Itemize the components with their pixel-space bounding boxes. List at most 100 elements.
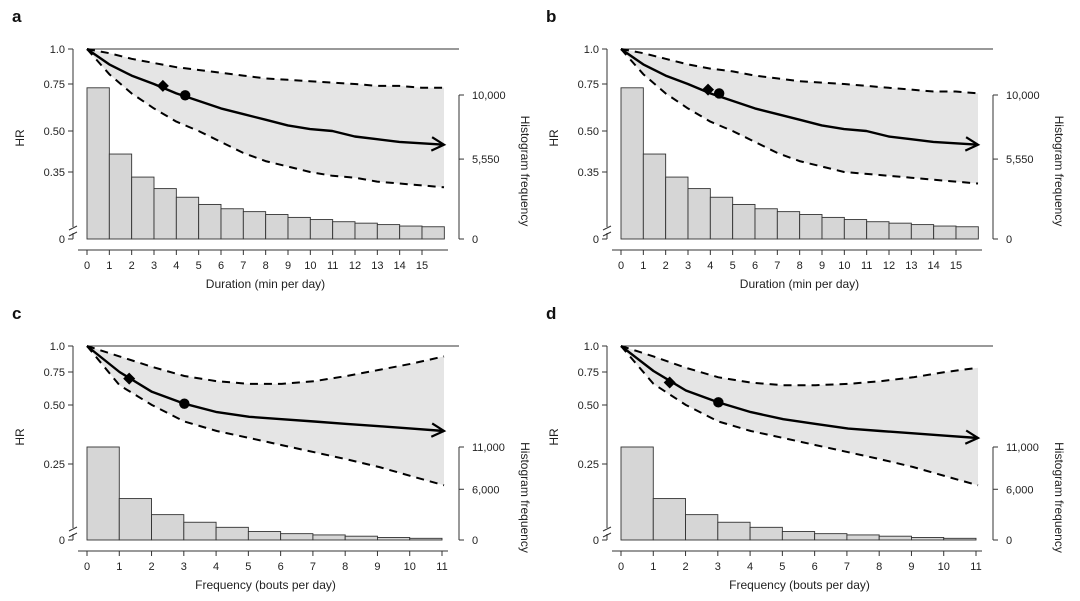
y-tick-label: 0.25 [44,459,65,471]
histogram-bar [846,534,880,541]
histogram-bar [943,537,977,541]
y2-tick-label: 0 [1006,234,1012,246]
x-tick-label: 5 [196,260,202,272]
histogram-bar [955,226,979,240]
confidence-band [87,49,444,188]
histogram-bar [354,222,378,240]
histogram-bar [108,153,133,240]
x-tick-label: 14 [394,260,406,272]
y2-axis-label: Histogram frequency [1052,116,1066,227]
x-tick-label: 4 [213,561,219,573]
arrow-head-icon [964,429,981,445]
y2-tick-label: 0 [472,535,478,547]
x-tick-label: 9 [819,260,825,272]
histogram-bar [198,203,222,240]
chart-panel-d: d 1.0 0.75 0.50 0.25 0 HR 0 1 2 3 4 5 6 7 8 9 10 11 Frequen… [546,304,1066,592]
x-tick-label: 4 [747,561,753,573]
histogram-bar [933,225,957,240]
x-axis-label: Frequency (bouts per day) [729,578,870,592]
x-tick-label: 5 [730,260,736,272]
histogram-bar [131,176,155,240]
histogram-bar [749,526,783,541]
histogram-bar [799,214,823,240]
histogram-bar [86,446,120,541]
histogram-bar [399,225,423,240]
x-tick-label: 1 [640,260,646,272]
y-tick-label: 0.50 [44,400,65,412]
x-tick-label: 1 [106,260,112,272]
x-tick-label: 9 [285,260,291,272]
y-tick-label: 0.50 [578,126,599,138]
y2-tick-label: 0 [472,234,478,246]
panel-letter: c [12,304,21,323]
x-tick-label: 2 [148,561,154,573]
histogram-bar [888,222,912,240]
circle-marker [179,90,191,101]
x-tick-label: 0 [618,260,624,272]
panel-letter: a [12,7,22,26]
histogram-bar [220,208,244,240]
x-tick-label: 7 [240,260,246,272]
x-tick-label: 15 [416,260,428,272]
x-tick-label: 9 [908,561,914,573]
x-tick-label: 8 [797,260,803,272]
x-tick-label: 7 [310,561,316,573]
x-tick-label: 13 [371,260,383,272]
y-tick-label: 0.75 [44,79,65,91]
y-tick-label: 0.50 [44,126,65,138]
x-tick-label: 12 [349,260,361,272]
y2-tick-label: 6,000 [472,484,500,496]
histogram-bar [687,188,711,240]
histogram-bar [312,534,346,541]
x-tick-label: 10 [938,561,950,573]
estimate-line [620,48,979,146]
diamond-marker [663,376,676,389]
y2-tick-label: 6,000 [1006,484,1034,496]
histogram-bar [151,514,185,541]
x-tick-label: 8 [263,260,269,272]
x-tick-label: 3 [151,260,157,272]
x-tick-label: 10 [304,260,316,272]
arrow-head-icon [430,136,447,152]
y2-tick-label: 11,000 [472,442,505,454]
y-tick-label: 0 [59,535,65,547]
panel-letter: b [546,7,556,26]
x-tick-label: 10 [404,561,416,573]
x-tick-label: 2 [129,260,135,272]
y2-tick-label: 10,000 [472,90,506,102]
circle-marker [713,397,724,408]
estimate-line [86,48,445,146]
arrow-head-icon [964,136,981,152]
histogram-bar [242,211,267,240]
histogram-bar [910,224,935,240]
circle-marker [179,398,190,409]
x-tick-label: 10 [838,260,850,272]
diamond-marker [156,79,169,92]
x-tick-label: 8 [876,561,882,573]
x-tick-label: 5 [245,561,251,573]
histogram-bar [642,153,667,240]
x-axis-label: Duration (min per day) [206,277,325,291]
histogram-bar [814,533,848,541]
histogram-bar [409,537,443,541]
y-tick-label: 0.50 [578,400,599,412]
y-tick-label: 1.0 [584,44,599,56]
x-tick-label: 6 [218,260,224,272]
y-axis-label: HR [547,428,561,446]
histogram-bar [652,498,686,541]
histogram-bar [717,521,751,541]
x-tick-label: 6 [278,561,284,573]
y2-tick-label: 10,000 [1006,90,1040,102]
histogram-bar [86,87,110,240]
histogram-bar [183,521,217,541]
y2-tick-label: 11,000 [1006,442,1039,454]
x-tick-label: 8 [342,561,348,573]
histogram-bar [332,221,356,240]
y2-axis-label: Histogram frequency [1052,442,1066,553]
upper-ci-line [620,345,979,387]
y-tick-label: 1.0 [50,44,65,56]
x-tick-label: 6 [812,561,818,573]
x-tick-label: 6 [752,260,758,272]
histogram-bar [265,214,289,240]
